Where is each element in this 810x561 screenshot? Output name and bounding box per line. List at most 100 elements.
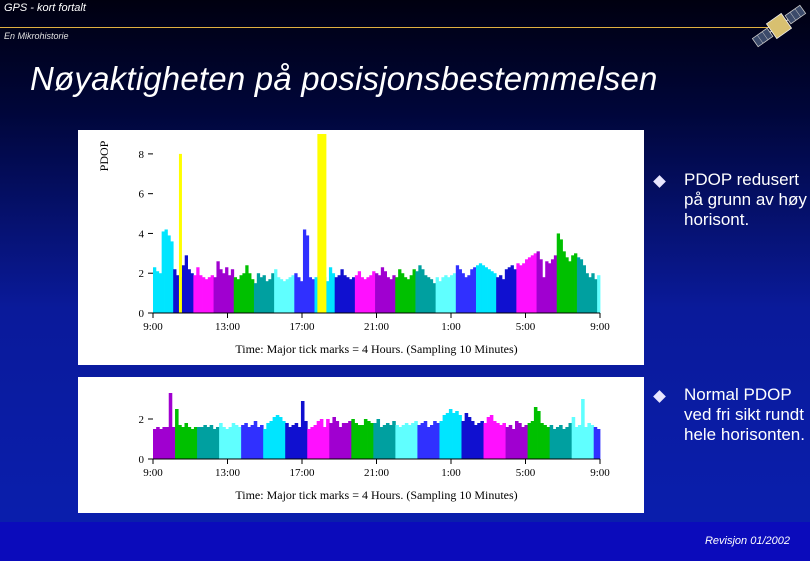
pdop-bar	[207, 277, 212, 313]
pdop-bar	[543, 425, 547, 459]
pdop-bar	[222, 273, 226, 313]
pdop-bar	[367, 421, 371, 459]
pdop-bar	[501, 279, 506, 313]
pdop-bar	[515, 421, 519, 459]
pdop-bar	[297, 277, 301, 313]
pdop-chart-svg: 0 2 4 6 8 9:00 13:00 17:00 21:00 1:00 5:00 9:00 Time…	[97, 134, 610, 356]
footer-bar	[0, 522, 810, 561]
pdop-bar	[470, 269, 474, 313]
pdop-bar	[278, 417, 283, 459]
pdop-bar	[582, 265, 586, 313]
pdop-bar	[322, 427, 327, 459]
pdop-bar	[237, 427, 242, 459]
pdop-bar	[199, 275, 203, 313]
pdop-bar	[464, 277, 468, 313]
pdop-bar	[473, 267, 477, 313]
pdop-bar	[441, 277, 445, 313]
pdop-bar	[510, 265, 514, 313]
pdop-bar	[588, 277, 592, 313]
pdop-bar	[204, 279, 209, 313]
pdop-bar	[253, 283, 258, 313]
pdop-bar	[398, 269, 402, 313]
pdop-bar	[239, 275, 243, 313]
pdop-bar	[480, 421, 484, 459]
pdop-bar	[175, 409, 179, 459]
pdop-bar	[272, 417, 277, 459]
pdop-bar	[196, 267, 200, 313]
pdop-bar	[348, 421, 352, 459]
pdop-bar	[559, 239, 563, 313]
pdop-bar	[499, 275, 503, 313]
header-subtitle: En Mikrohistorie	[4, 31, 69, 41]
pdop-bar	[206, 427, 211, 459]
pdop-bar	[474, 425, 478, 459]
pdop-bar	[486, 417, 491, 459]
pdop-bar	[227, 275, 232, 313]
pdop-bar	[556, 233, 561, 313]
pdop-bar	[522, 263, 526, 313]
pdop-bar	[282, 281, 287, 313]
pdop-bar	[215, 427, 220, 459]
pdop-bar	[552, 429, 557, 459]
pdop-bar	[187, 427, 192, 459]
y-tick-label: 2	[139, 268, 145, 280]
pdop-bar	[433, 421, 437, 459]
diamond-bullet-icon	[653, 390, 666, 403]
pdop-bar	[546, 427, 551, 459]
pdop-bar	[423, 421, 428, 459]
pdop-bar	[360, 425, 365, 459]
pdop-bar	[549, 425, 554, 459]
pdop-bar	[417, 425, 421, 459]
pdop-bar	[587, 423, 591, 459]
pdop-bar	[262, 275, 266, 313]
x-tick-label: 5:00	[516, 321, 536, 333]
pdop-bar	[493, 273, 497, 313]
pdop-bar	[158, 273, 163, 313]
pdop-bar	[594, 279, 598, 313]
pdop-bar	[314, 277, 318, 313]
pdop-bar	[565, 427, 569, 459]
pdop-bar	[411, 423, 415, 459]
pdop-bar	[184, 423, 189, 459]
pdop-bar	[444, 275, 448, 313]
pdop-bar	[340, 269, 344, 313]
pdop-bar	[516, 263, 520, 313]
pdop-bar	[277, 277, 281, 313]
y-tick-label: 0	[139, 308, 145, 320]
x-tick-label: 9:00	[143, 467, 163, 479]
x-tick-label: 21:00	[364, 467, 390, 479]
pdop-bar	[372, 271, 376, 313]
pdop-bar	[178, 425, 182, 459]
pdop-bar	[153, 267, 157, 313]
pdop-bar	[562, 251, 566, 313]
x-tick-label: 1:00	[441, 321, 461, 333]
bullet-text: Normal PDOP ved fri sikt rundt hele hori…	[684, 385, 805, 444]
pdop-bar	[245, 265, 249, 313]
pdop-bar	[167, 235, 171, 313]
pdop-bar	[412, 269, 416, 313]
pdop-bar	[389, 279, 393, 313]
pdop-bar	[527, 423, 532, 459]
pdop-bar	[197, 427, 201, 459]
pdop-bar	[225, 429, 229, 459]
pdop-chart-high-horizon: 0 2 4 6 8 9:00 13:00 17:00 21:00 1:00 5:00 9:00 Time…	[78, 130, 644, 365]
pdop-bar	[414, 421, 418, 459]
pdop-bar	[483, 423, 488, 459]
pdop-bar	[171, 427, 176, 459]
pdop-bar	[401, 273, 405, 313]
pdop-bar	[363, 419, 368, 459]
pdop-bar	[351, 277, 356, 313]
pdop-bar	[370, 423, 374, 459]
pdop-bar	[266, 423, 270, 459]
pdop-bar	[389, 425, 393, 459]
pdop-bar	[439, 421, 444, 459]
x-tick-label: 13:00	[215, 321, 241, 333]
pdop-bar	[519, 265, 523, 313]
pdop-bar	[170, 241, 174, 313]
pdop-bar	[311, 279, 315, 313]
pdop-bar	[164, 229, 168, 313]
pdop-bar	[212, 429, 217, 459]
pdop-bar	[377, 275, 382, 313]
pdop-bar	[216, 261, 220, 313]
pdop-bar	[418, 265, 422, 313]
